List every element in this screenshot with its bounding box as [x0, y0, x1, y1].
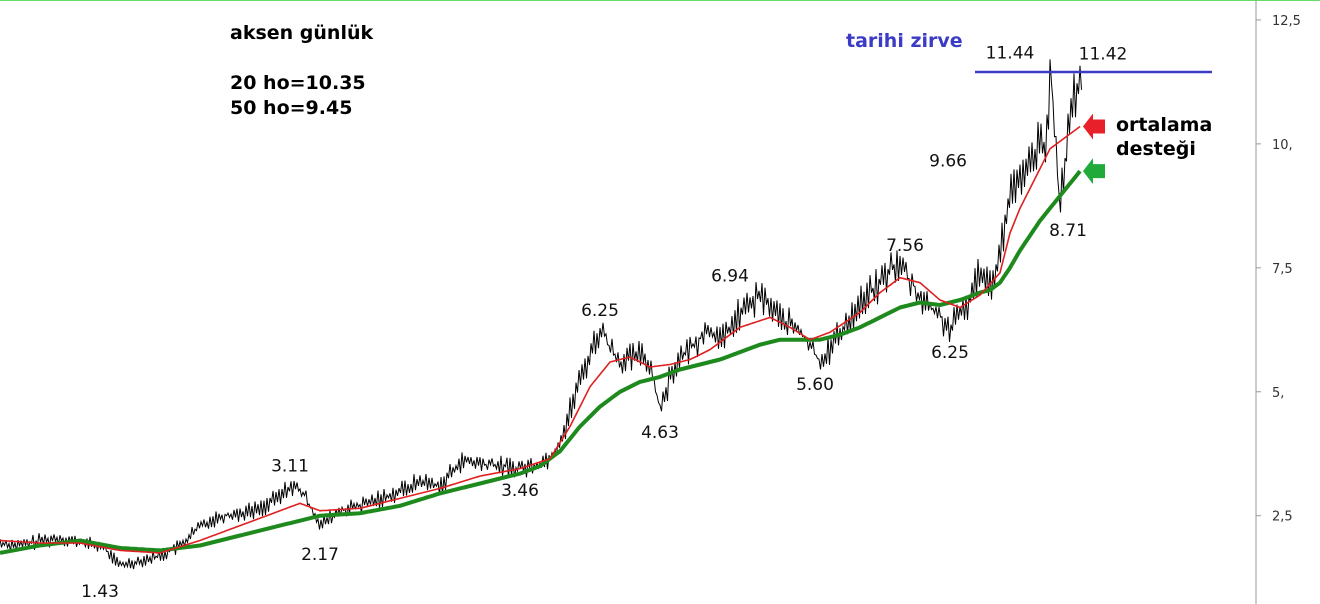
top-border	[0, 0, 1320, 1]
y-axis-ticks: 2,5 5, 7,5 10, 12,5	[1256, 14, 1301, 525]
y-tick-label: 2,5	[1272, 510, 1293, 525]
annotation-label: 11.44	[986, 43, 1035, 63]
price-series-line	[0, 59, 1082, 570]
y-tick-label: 12,5	[1272, 14, 1301, 29]
green-arrow-icon	[1083, 158, 1105, 185]
y-tick-label: 10,	[1272, 138, 1293, 153]
support-label-line2: desteği	[1116, 138, 1196, 160]
annotation-label: 5.60	[796, 375, 834, 395]
annotation-label: 6.25	[931, 343, 969, 363]
annotation-label: 8.71	[1049, 221, 1087, 241]
annotation-label: 11.42	[1079, 44, 1128, 64]
annotation-label: 4.63	[641, 423, 679, 443]
annotation-label: 6.94	[711, 267, 749, 287]
annotation-label: 1.43	[81, 582, 119, 602]
ma50-series-line	[0, 169, 1082, 555]
annotation-label: 3.46	[501, 481, 539, 501]
y-tick-label: 7,5	[1272, 262, 1293, 277]
annotation-label: 3.11	[271, 456, 309, 476]
annotation-label: 2.17	[301, 545, 339, 565]
series-group	[0, 59, 1082, 570]
annotation-label: 6.25	[581, 301, 619, 321]
support-label-line1: ortalama	[1116, 114, 1213, 136]
red-arrow-icon	[1083, 113, 1105, 140]
ma50-note: 50 ho=9.45	[230, 97, 353, 119]
annotation-label: 9.66	[929, 152, 967, 172]
annotation-labels: 1.43 3.11 2.17 3.46 6.25 4.63 6.94 5.60 7.56 6.25…	[81, 43, 1127, 601]
peak-label: tarihi zirve	[846, 30, 963, 52]
ma20-series-line	[0, 125, 1081, 554]
annotation-label: 7.56	[886, 236, 924, 256]
y-tick-label: 5,	[1272, 386, 1284, 401]
ma20-note: 20 ho=10.35	[230, 72, 366, 94]
chart-title: aksen günlük	[230, 22, 374, 44]
